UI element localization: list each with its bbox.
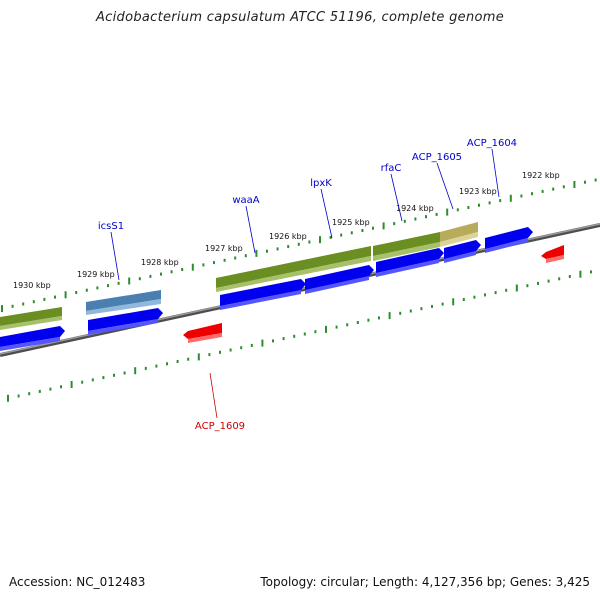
gene-label-text: ACP_1609 <box>195 421 245 432</box>
gene-label-acp-1609[interactable]: ACP_1609 <box>195 372 245 432</box>
kbp-label: 1929 kbp <box>77 270 115 279</box>
gene-label-text: rfaC <box>381 163 402 174</box>
gene-label-acp-1605[interactable]: ACP_1605 <box>412 152 462 210</box>
kbp-label: 1930 kbp <box>13 281 51 290</box>
gene-label-waaa[interactable]: waaA <box>232 195 260 254</box>
genome-info-label: Topology: circular; Length: 4,127,356 bp… <box>260 575 590 589</box>
gene-label-text: ACP_1605 <box>412 152 462 163</box>
gene-label-text: icsS1 <box>98 221 124 232</box>
gene-feature-icss1[interactable] <box>86 290 161 315</box>
tick-scale-upper <box>1 178 597 313</box>
map-title: Acidobacterium capsulatum ATCC 51196, co… <box>95 10 505 25</box>
gene-label-text: waaA <box>232 195 259 206</box>
gene-feature-blue[interactable] <box>444 240 481 263</box>
gene-label-text: ACP_1604 <box>467 138 517 149</box>
gene-feature-olive[interactable] <box>373 232 440 261</box>
gene-feature-olive[interactable] <box>0 307 62 330</box>
kbp-labels: 1930 kbp 1929 kbp 1928 kbp 1927 kbp 1926… <box>13 171 560 290</box>
gene-label-rfac[interactable]: rfaC <box>381 163 403 222</box>
gene-feature-blue[interactable] <box>0 326 65 351</box>
gene-labels: icsS1 waaA lpxK rfaC ACP_1605 ACP_1604 <box>98 138 517 432</box>
kbp-label: 1927 kbp <box>205 244 243 253</box>
gene-feature-blue[interactable] <box>376 248 444 277</box>
gene-label-lpxk[interactable]: lpxK <box>310 178 333 239</box>
gene-feature-blue[interactable] <box>305 265 374 294</box>
gene-feature-olive[interactable] <box>216 246 371 292</box>
kbp-label: 1925 kbp <box>332 218 370 227</box>
kbp-label: 1926 kbp <box>269 232 307 241</box>
gene-label-icss1[interactable]: icsS1 <box>98 221 124 281</box>
kbp-label: 1924 kbp <box>396 204 434 213</box>
gene-label-acp-1604[interactable]: ACP_1604 <box>467 138 517 198</box>
kbp-label: 1928 kbp <box>141 258 179 267</box>
gene-feature-khaki[interactable] <box>440 222 478 247</box>
accession-label: Accession: NC_012483 <box>9 575 146 589</box>
tick-scale-lower <box>7 270 592 402</box>
gene-feature-blue[interactable] <box>485 227 533 253</box>
gene-feature-acp-1609[interactable] <box>183 323 222 343</box>
gene-feature-red[interactable] <box>541 245 564 263</box>
kbp-label: 1922 kbp <box>522 171 560 180</box>
gene-feature-blue[interactable] <box>220 279 306 310</box>
kbp-label: 1923 kbp <box>459 187 497 196</box>
gene-feature-blue[interactable] <box>88 308 163 335</box>
gene-label-text: lpxK <box>310 178 332 189</box>
gene-features <box>0 222 564 351</box>
